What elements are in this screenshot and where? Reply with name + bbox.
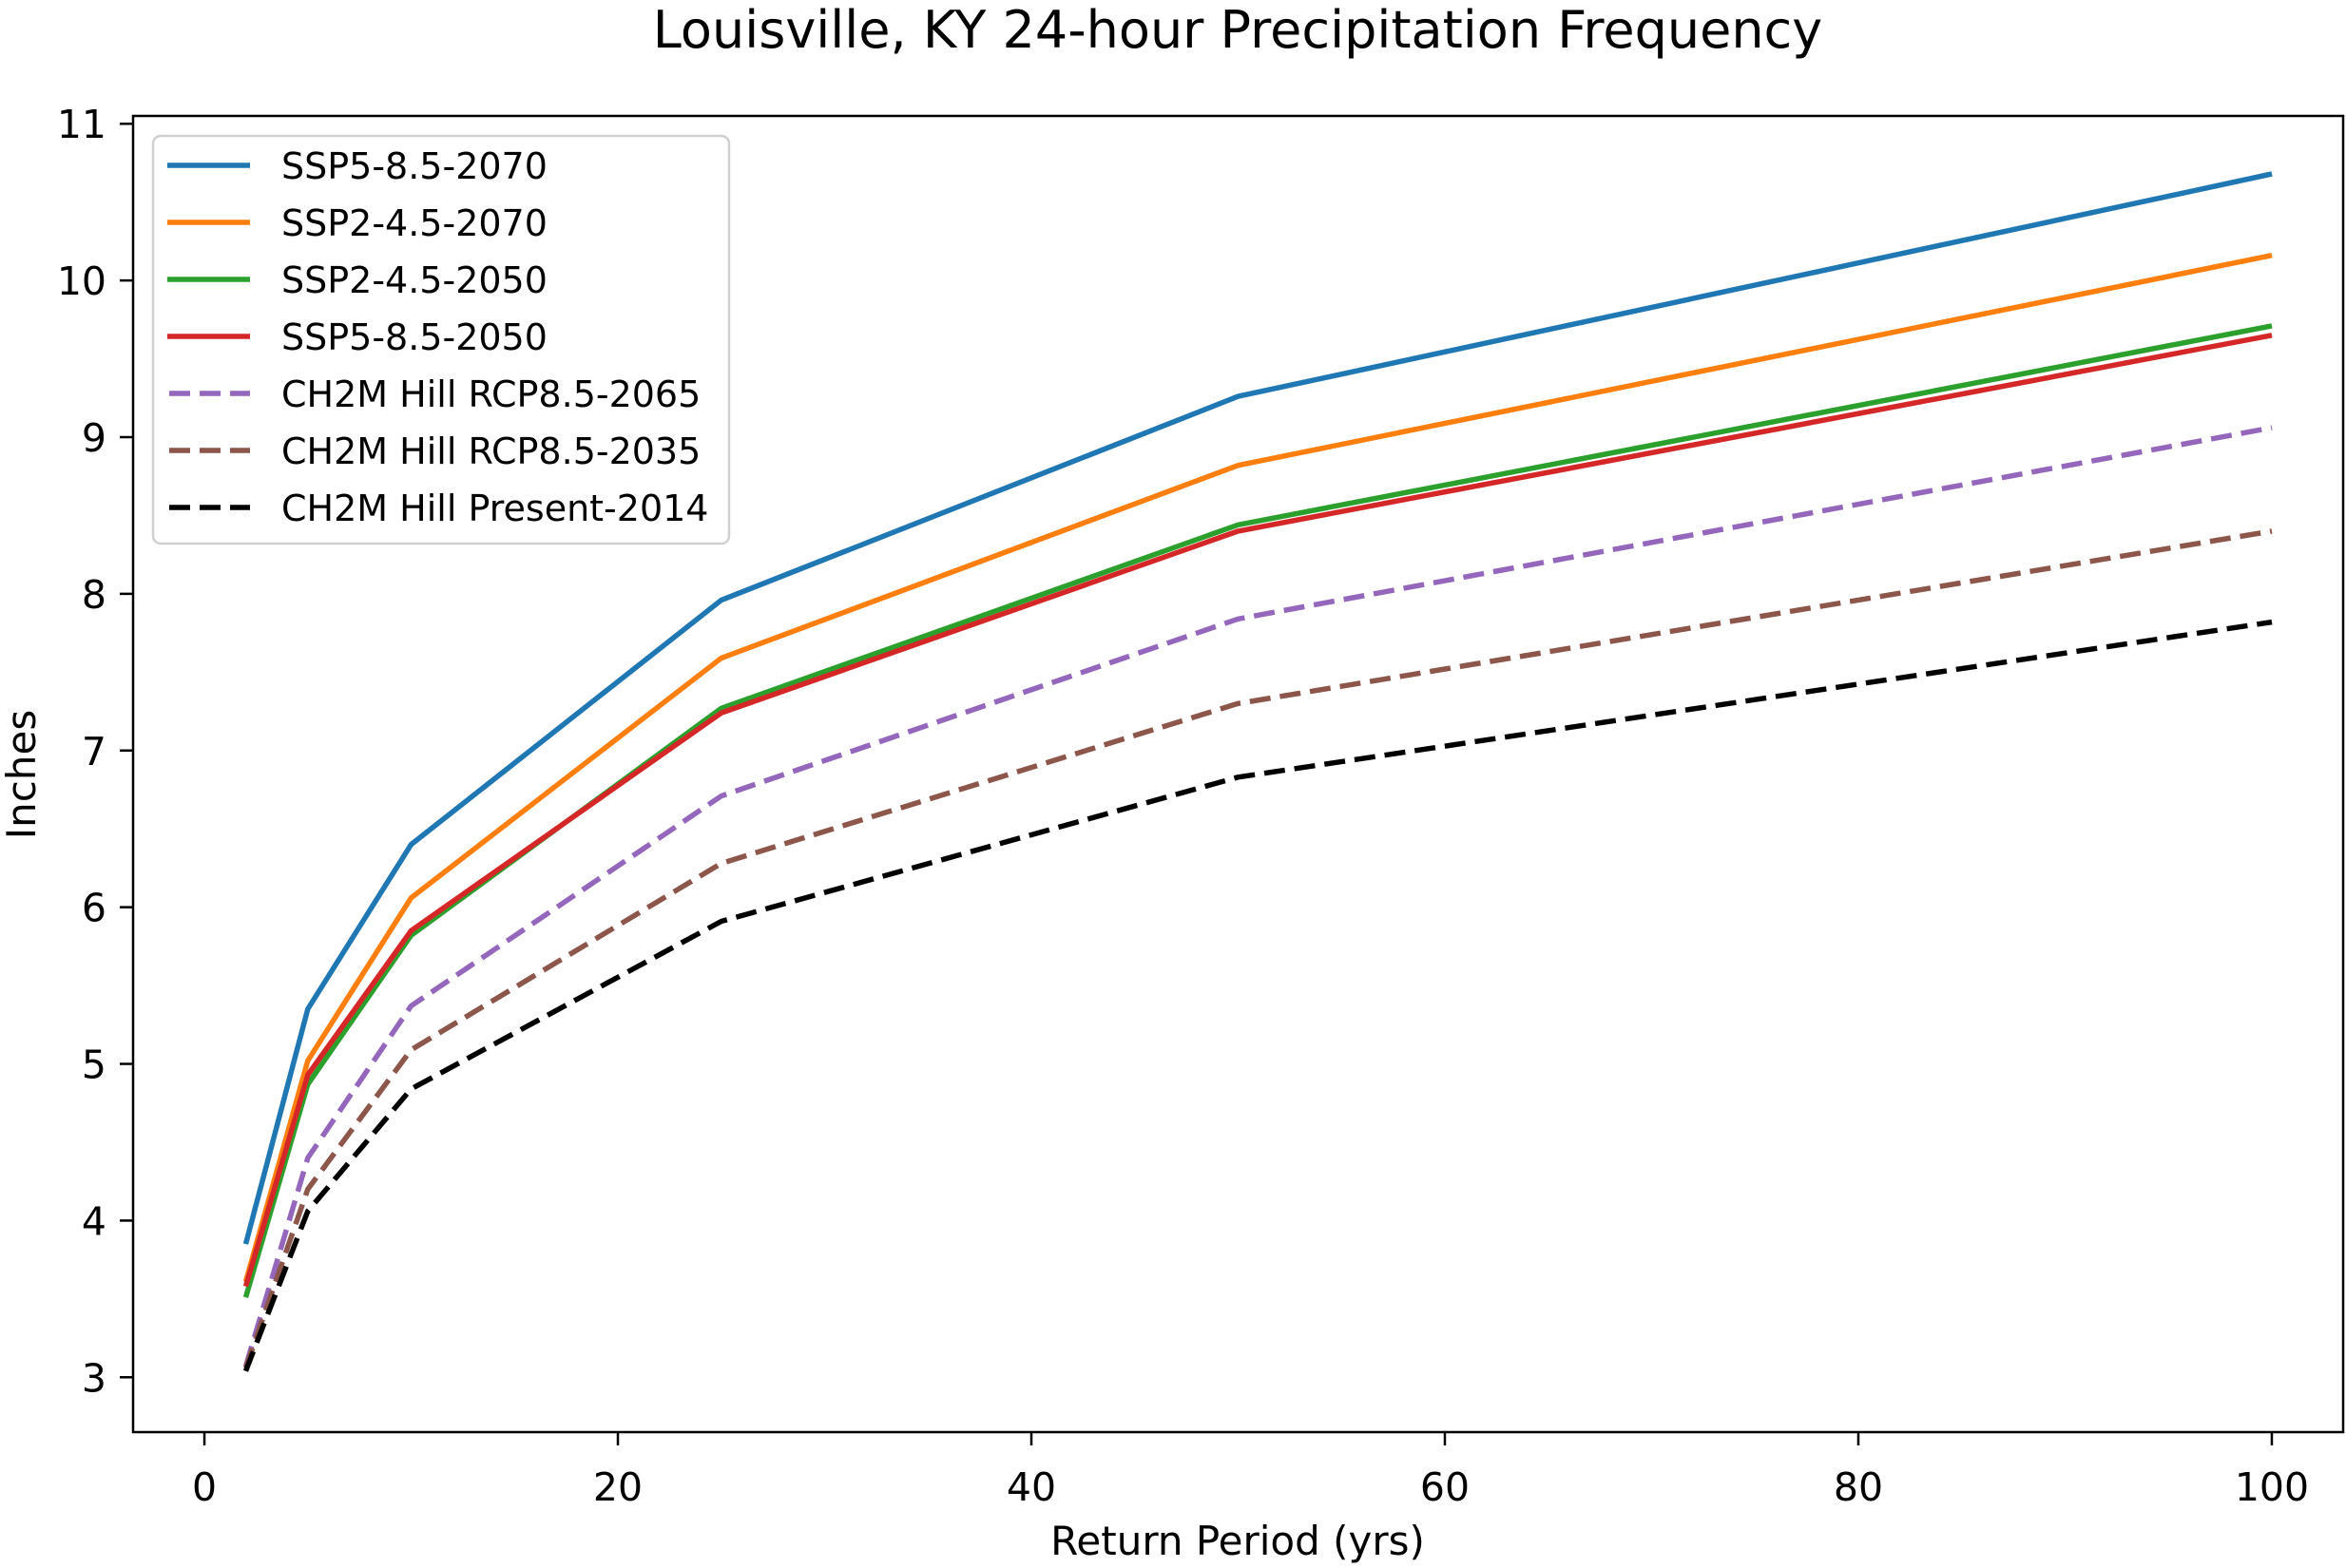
legend-label: CH2M Hill RCP8.5-2035: [281, 430, 701, 472]
x-tick-label: 0: [192, 1464, 217, 1510]
legend-box: [151, 134, 731, 545]
series-line-5: [242, 425, 2273, 1367]
series-line-4: [242, 333, 2273, 1288]
plot-frame: [131, 114, 2345, 1434]
x-tick-label: 20: [593, 1464, 643, 1510]
y-tick-label: 8: [82, 572, 106, 618]
legend-label: SSP2-4.5-2070: [281, 202, 548, 244]
y-axis: 3 4 5 6 7 8 9 10 11: [57, 102, 133, 1401]
legend-label: SSP2-4.5-2050: [281, 259, 548, 301]
y-tick-label: 7: [82, 729, 106, 774]
x-axis-label: Return Period (yrs): [1050, 1518, 1425, 1564]
y-tick-label: 11: [57, 102, 106, 147]
legend-label: SSP5-8.5-2070: [281, 145, 548, 187]
x-tick-label: 40: [1007, 1464, 1056, 1510]
x-tick-label: 80: [1834, 1464, 1883, 1510]
legend-label: CH2M Hill RCP8.5-2065: [281, 373, 701, 415]
series-layer: [242, 171, 2273, 1372]
y-tick-label: 4: [82, 1198, 106, 1244]
x-tick-label: 60: [1420, 1464, 1470, 1510]
y-tick-label: 5: [82, 1042, 106, 1088]
legend-label: CH2M Hill Present-2014: [281, 488, 708, 529]
x-tick-label: 100: [2235, 1464, 2309, 1510]
y-tick-label: 10: [57, 258, 106, 304]
chart-title: Louisville, KY 24-hour Precipitation Fre…: [653, 0, 1822, 60]
y-tick-label: 9: [82, 415, 106, 461]
series-line-1: [242, 171, 2273, 1245]
y-axis-label: Inches: [0, 710, 45, 839]
series-line-2: [242, 253, 2273, 1283]
y-tick-label: 6: [82, 886, 106, 931]
x-axis: 0 20 40 60 80 100: [192, 1432, 2309, 1510]
legend-label: SSP5-8.5-2050: [281, 316, 548, 358]
y-tick-label: 3: [82, 1355, 106, 1401]
legend: SSP5-8.5-2070 SSP2-4.5-2070 SSP2-4.5-2050 S…: [151, 134, 731, 545]
series-line-6: [242, 528, 2273, 1369]
